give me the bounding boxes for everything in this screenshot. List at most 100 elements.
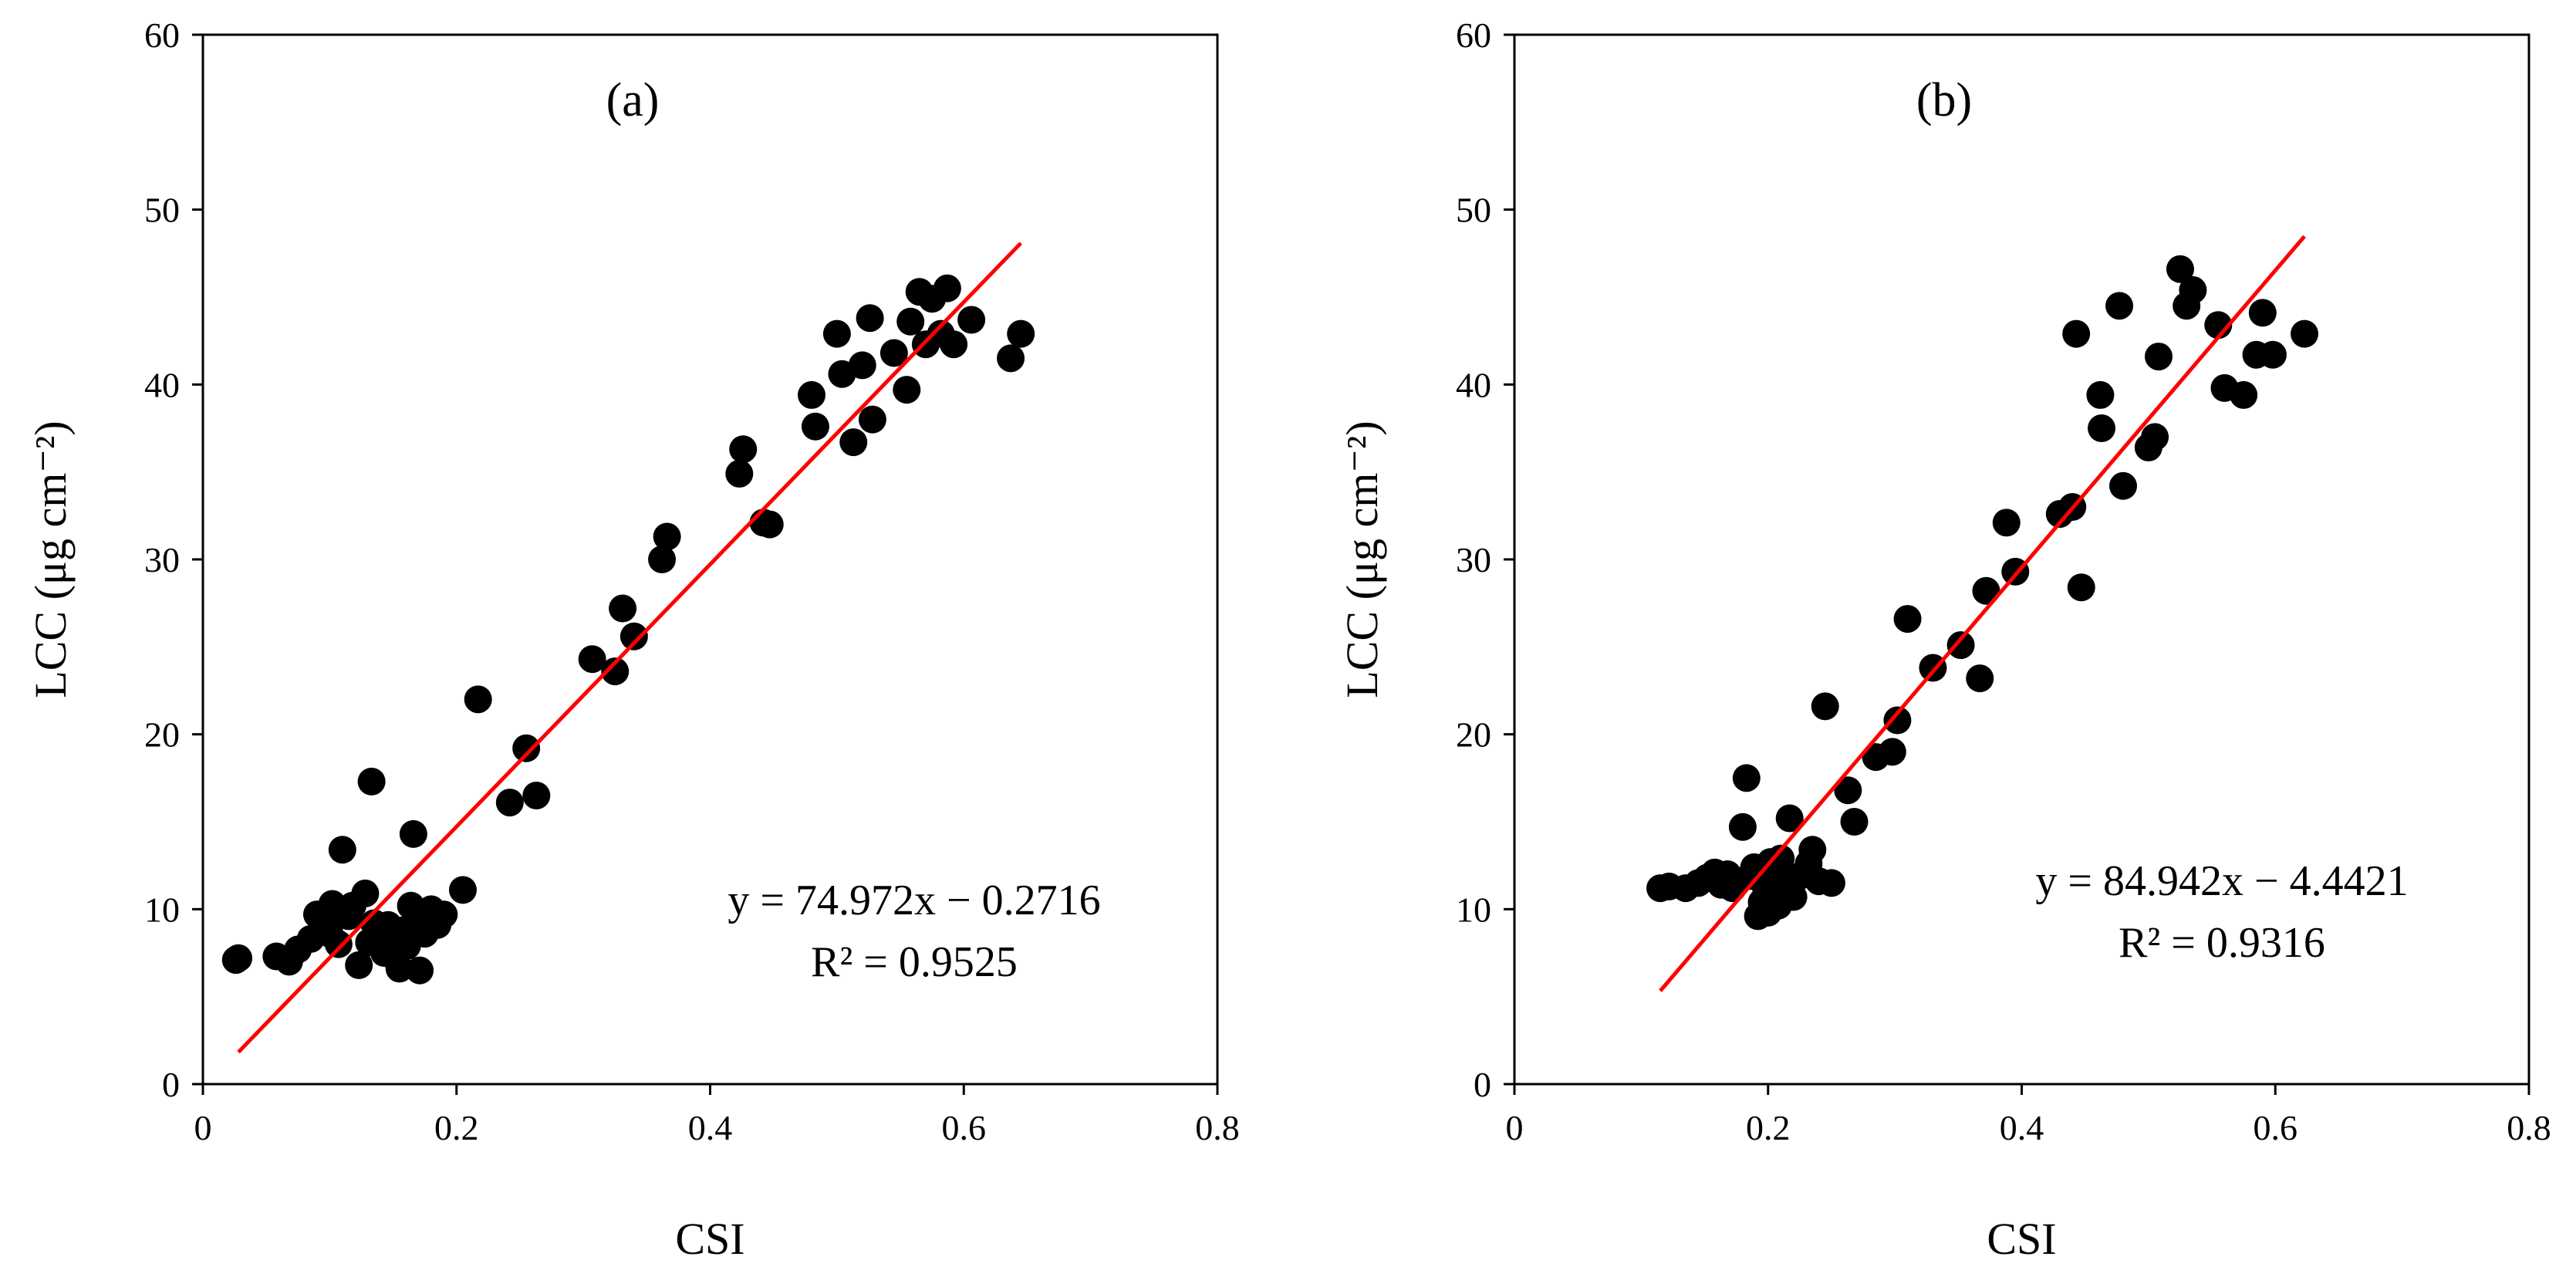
- data-point: [1972, 576, 2000, 605]
- data-point: [512, 734, 541, 762]
- data-point: [2291, 319, 2319, 348]
- r-squared-a: R² = 0.9525: [811, 938, 1018, 986]
- data-point: [729, 435, 758, 464]
- y-tick-label: 0: [1474, 1065, 1491, 1104]
- data-point: [2258, 340, 2287, 369]
- data-point: [1878, 738, 1906, 766]
- x-tick-label: 0.6: [942, 1108, 987, 1147]
- data-point: [1946, 631, 1975, 660]
- y-tick-label: 20: [1456, 715, 1491, 755]
- data-point: [1817, 869, 1845, 897]
- data-point: [357, 767, 386, 796]
- data-point: [2141, 423, 2169, 451]
- data-point: [495, 789, 524, 817]
- data-point: [2248, 299, 2277, 327]
- data-point: [351, 879, 380, 907]
- data-point: [1007, 319, 1035, 348]
- x-axis-title-a: CSI: [675, 1214, 744, 1264]
- data-point: [648, 546, 677, 573]
- y-tick-label: 10: [1456, 890, 1491, 929]
- data-point: [385, 954, 414, 983]
- data-point: [324, 930, 353, 958]
- y-axis-title-b: LCC (μg cm⁻²): [1337, 421, 1387, 698]
- x-tick-label: 0: [1506, 1108, 1524, 1147]
- data-point: [601, 657, 630, 686]
- data-point: [1840, 808, 1869, 836]
- panel-label-b: (b): [1916, 74, 1972, 127]
- ticks-a: 0 0.2 0.4 0.6 0.8 0 10 20 30 40 50 60: [144, 15, 1240, 1147]
- data-point: [848, 351, 876, 380]
- y-tick-label: 0: [162, 1065, 180, 1104]
- data-point: [225, 944, 253, 972]
- y-tick-label: 60: [144, 15, 180, 55]
- x-axis-title-b: CSI: [1987, 1214, 2056, 1264]
- data-point: [933, 274, 961, 302]
- data-point: [1834, 776, 1862, 805]
- data-point: [2105, 292, 2134, 320]
- data-point: [448, 876, 477, 904]
- data-point: [345, 951, 373, 979]
- x-tick-label: 0.2: [434, 1108, 479, 1147]
- equation-b: y = 84.942x − 4.4421: [2035, 857, 2408, 905]
- data-point: [1966, 664, 1994, 693]
- y-tick-label: 50: [144, 191, 180, 230]
- data-point: [620, 622, 648, 650]
- y-tick-label: 30: [144, 540, 180, 579]
- data-point: [822, 319, 851, 348]
- x-tick-label: 0.4: [688, 1108, 733, 1147]
- data-point: [1893, 605, 1922, 633]
- data-point: [1775, 804, 1804, 833]
- data-point: [725, 459, 754, 488]
- data-point: [430, 900, 458, 929]
- data-point: [653, 522, 681, 551]
- y-tick-label: 30: [1456, 540, 1491, 579]
- x-tick-label: 0.6: [2254, 1108, 2298, 1147]
- data-point: [399, 819, 427, 848]
- x-tick-label: 0.8: [1195, 1108, 1240, 1147]
- data-point: [1728, 812, 1757, 841]
- r-squared-b: R² = 0.9316: [2119, 919, 2325, 967]
- data-point: [893, 376, 921, 404]
- fit-line-b: [1659, 235, 2306, 992]
- y-axis-title-a: LCC (μg cm⁻²): [25, 421, 76, 698]
- data-point: [858, 405, 886, 434]
- data-point: [406, 956, 434, 985]
- data-point: [1992, 508, 2021, 537]
- data-point: [940, 330, 968, 359]
- data-point: [1779, 883, 1808, 911]
- data-point: [2166, 255, 2194, 283]
- x-tick-label: 0.4: [2000, 1108, 2044, 1147]
- points-a: [221, 274, 1035, 985]
- x-tick-label: 0.2: [1746, 1108, 1791, 1147]
- data-point: [755, 510, 784, 539]
- y-tick-label: 40: [144, 365, 180, 404]
- y-tick-label: 40: [1456, 365, 1491, 404]
- data-point: [2088, 414, 2116, 442]
- data-point: [464, 685, 492, 714]
- data-point: [609, 594, 637, 623]
- panel-b: 0 0.2 0.4 0.6 0.8 0 10 20 30 40 50 60 (b) y = 84.94…: [1337, 15, 2551, 1264]
- data-point: [2109, 471, 2137, 500]
- data-point: [801, 412, 829, 441]
- data-point: [522, 782, 551, 809]
- data-point: [1811, 692, 1839, 721]
- y-tick-label: 10: [144, 890, 180, 929]
- fit-line-a: [237, 242, 1023, 1054]
- ticks-b: 0 0.2 0.4 0.6 0.8 0 10 20 30 40 50 60: [1456, 15, 2551, 1147]
- data-point: [1798, 836, 1827, 864]
- x-tick-label: 0.8: [2507, 1108, 2551, 1147]
- equation-a: y = 74.972x − 0.2716: [728, 877, 1100, 924]
- data-point: [997, 344, 1025, 373]
- data-point: [2067, 573, 2095, 602]
- panel-label-a: (a): [606, 74, 660, 127]
- data-point: [2179, 275, 2207, 304]
- x-tick-label: 0: [194, 1108, 212, 1147]
- panel-a: 0 0.2 0.4 0.6 0.8 0 10 20 30 40 50 60 (a) y = 74.97…: [25, 15, 1240, 1264]
- y-tick-label: 50: [1456, 191, 1491, 230]
- data-point: [1767, 844, 1795, 873]
- data-point: [2145, 343, 2173, 371]
- data-point: [1732, 764, 1761, 792]
- data-point: [879, 339, 908, 367]
